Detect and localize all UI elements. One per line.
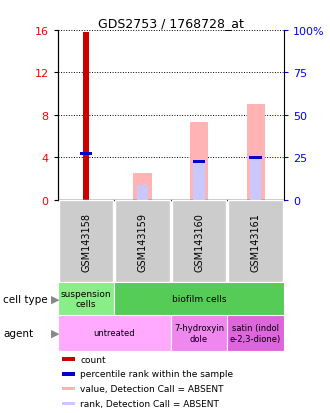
Bar (80, 152, 92, 155)
Bar (227, 315, 284, 351)
Bar (114, 283, 284, 315)
Bar (172, 200, 226, 283)
Bar (137, 185, 148, 200)
Bar (115, 200, 170, 283)
Text: satin (indol
e-2,3-dione): satin (indol e-2,3-dione) (230, 323, 281, 343)
Text: untreated: untreated (93, 329, 135, 337)
Bar (62, 387, 75, 391)
Text: ▶: ▶ (51, 294, 60, 304)
Bar (247, 105, 265, 200)
Text: GSM143161: GSM143161 (250, 212, 261, 271)
Text: biofilm cells: biofilm cells (172, 294, 226, 303)
Text: value, Detection Call = ABSENT: value, Detection Call = ABSENT (80, 385, 224, 394)
Bar (59, 200, 113, 283)
Text: suspension
cells: suspension cells (61, 289, 111, 309)
Text: rank, Detection Call = ABSENT: rank, Detection Call = ABSENT (80, 399, 219, 408)
Bar (249, 157, 262, 159)
Bar (228, 200, 283, 283)
Bar (82, 33, 89, 200)
Bar (133, 174, 151, 200)
Bar (62, 373, 75, 376)
Text: cell type: cell type (3, 294, 48, 304)
Title: GDS2753 / 1768728_at: GDS2753 / 1768728_at (98, 17, 244, 30)
Bar (190, 123, 208, 200)
Bar (62, 358, 75, 361)
Bar (62, 402, 75, 406)
Text: GSM143158: GSM143158 (81, 212, 91, 271)
Bar (193, 161, 205, 164)
Bar (58, 315, 171, 351)
Bar (250, 159, 261, 200)
Text: ▶: ▶ (51, 328, 60, 338)
Text: 7-hydroxyin
dole: 7-hydroxyin dole (174, 323, 224, 343)
Bar (58, 283, 114, 315)
Text: GSM143159: GSM143159 (138, 212, 148, 271)
Bar (171, 315, 227, 351)
Text: GSM143160: GSM143160 (194, 212, 204, 271)
Text: percentile rank within the sample: percentile rank within the sample (80, 370, 234, 379)
Text: agent: agent (3, 328, 33, 338)
Text: count: count (80, 355, 106, 364)
Bar (193, 162, 205, 200)
